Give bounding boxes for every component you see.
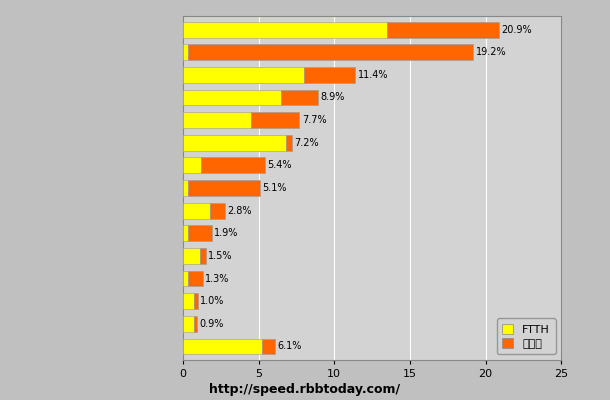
Text: 7.2%: 7.2% [294,138,319,148]
Text: 5.4%: 5.4% [267,160,292,170]
Bar [183,112,251,128]
Bar [281,90,318,105]
Bar [183,338,262,354]
Bar [387,22,499,38]
Text: 1.5%: 1.5% [208,251,232,261]
Text: 20.9%: 20.9% [501,24,532,34]
Text: 19.2%: 19.2% [476,47,506,57]
Text: 5.1%: 5.1% [262,183,287,193]
Text: 7.7%: 7.7% [302,115,326,125]
Bar [183,67,304,83]
Bar [183,203,210,218]
Bar [183,158,201,173]
Bar [193,316,196,332]
Bar [286,135,292,151]
Bar [187,180,260,196]
Bar [183,180,187,196]
Bar [201,158,265,173]
Bar [183,22,387,38]
Bar [183,248,199,264]
Bar [304,67,356,83]
Text: 8.9%: 8.9% [320,92,344,102]
Text: http://speed.rbbtoday.com/: http://speed.rbbtoday.com/ [209,383,401,396]
Bar [187,225,212,241]
Bar [251,112,300,128]
Text: 2.8%: 2.8% [228,206,252,216]
Text: 1.9%: 1.9% [214,228,239,238]
Bar [210,203,225,218]
Bar [187,44,473,60]
Legend: FTTH, その他: FTTH, その他 [497,318,556,354]
Text: 11.4%: 11.4% [357,70,388,80]
Text: 1.0%: 1.0% [201,296,224,306]
Bar [183,225,187,241]
Text: 0.9%: 0.9% [199,319,223,329]
Bar [183,135,286,151]
Bar [187,271,203,286]
Bar [183,44,187,60]
Bar [262,338,275,354]
Bar [183,293,193,309]
Bar [193,293,198,309]
Bar [199,248,206,264]
Bar [183,90,281,105]
Bar [183,271,187,286]
Text: 6.1%: 6.1% [278,342,302,352]
Bar [183,316,193,332]
Text: 1.3%: 1.3% [205,274,229,284]
